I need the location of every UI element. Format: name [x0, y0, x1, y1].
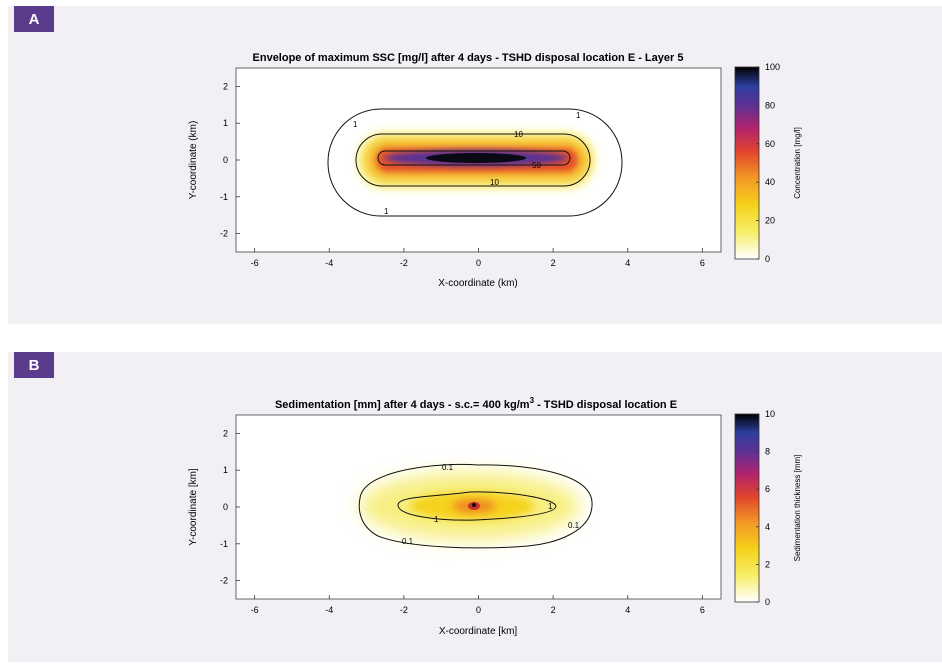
contour-label-1b: 1: [548, 502, 553, 511]
panel-label-b: B: [14, 352, 54, 378]
x-tick-label: -4: [325, 605, 333, 615]
concentration-field: [358, 133, 594, 188]
y-tick-label: 2: [223, 428, 228, 438]
colorbar-tick-label: 100: [765, 62, 780, 72]
x-tick-label: 4: [625, 605, 630, 615]
colorbar-tick-label: 8: [765, 447, 770, 457]
y-tick-label: 1: [223, 465, 228, 475]
contour-label-1a: 1: [353, 120, 358, 129]
contour-label-0.1c: 0.1: [568, 521, 580, 530]
title-superscript: 3: [530, 396, 535, 405]
sedimentation-chart: Sedimentation [mm] after 4 days - s.c.= …: [188, 396, 802, 637]
field-core: [426, 153, 526, 163]
x-tick-label: -4: [325, 258, 333, 268]
contour-label-0.1a: 0.1: [442, 463, 454, 472]
panel-label-a: A: [14, 6, 54, 32]
panel-b: B Sedimentation [mm] after 4 days - s.c.…: [8, 352, 942, 662]
contours: [327, 108, 623, 217]
contour-labels: 1 1 1 10 10 50: [353, 111, 581, 216]
x-tick-label: -6: [251, 605, 259, 615]
contour-label-10b: 10: [490, 178, 499, 187]
y-tick-label: 2: [223, 81, 228, 91]
y-tick-label: -2: [220, 576, 228, 586]
contour-label-50: 50: [532, 161, 541, 170]
y-axis-label: Y-coordinate [km]: [188, 468, 199, 546]
contour-label-0.1b: 0.1: [402, 537, 414, 546]
x-axis-label: X-coordinate [km]: [439, 626, 518, 637]
colorbar-tick-label: 60: [765, 139, 775, 149]
x-axis-ticks: -6 -4 -2 0 2 4 6: [251, 595, 705, 615]
x-tick-label: 6: [700, 605, 705, 615]
chart-title: Sedimentation [mm] after 4 days - s.c.= …: [275, 396, 677, 411]
x-tick-label: 2: [551, 258, 556, 268]
x-tick-label: 4: [625, 258, 630, 268]
colorbar-tick-label: 2: [765, 559, 770, 569]
x-axis-ticks: -6 -4 -2 0 2 4 6: [251, 248, 705, 268]
colorbar-ticks: 0 20 40 60 80 100: [756, 62, 780, 264]
contour-1: [397, 491, 557, 521]
colorbar-tick-label: 20: [765, 216, 775, 226]
contours: [358, 463, 593, 549]
title-main: Sedimentation [mm] after 4 days - s.c.= …: [275, 399, 530, 411]
x-axis-label: X-coordinate (km): [438, 278, 517, 289]
y-axis-ticks: -2 -1 0 1 2: [220, 428, 240, 586]
colorbar-tick-label: 4: [765, 522, 770, 532]
y-tick-label: 0: [223, 502, 228, 512]
y-tick-label: 0: [223, 155, 228, 165]
contour-1: [327, 108, 623, 217]
colorbar-tick-label: 0: [765, 597, 770, 607]
contour-0.1: [358, 463, 593, 549]
x-tick-label: 6: [700, 258, 705, 268]
x-tick-label: 2: [551, 605, 556, 615]
contour-labels: 0.1 0.1 0.1 1 1: [402, 463, 580, 546]
colorbar-tick-label: 6: [765, 484, 770, 494]
chart-title: Envelope of maximum SSC [mg/l] after 4 d…: [253, 52, 684, 64]
colorbar: 0 2 4 6 8 10 Sedimentation thickness [mm]: [734, 409, 802, 607]
colorbar-label: Sedimentation thickness [mm]: [793, 455, 802, 562]
y-tick-label: -1: [220, 539, 228, 549]
ssc-envelope-chart: Envelope of maximum SSC [mg/l] after 4 d…: [188, 52, 802, 289]
y-tick-label: 1: [223, 118, 228, 128]
colorbar-gradient: [734, 413, 760, 603]
contour-label-1a: 1: [434, 515, 439, 524]
x-tick-label: -6: [251, 258, 259, 268]
y-tick-label: -1: [220, 192, 228, 202]
y-axis-label: Y-coordinate (km): [188, 121, 199, 200]
x-tick-label: 0: [476, 258, 481, 268]
colorbar-gradient: [734, 66, 760, 260]
colorbar-tick-label: 40: [765, 177, 775, 187]
plot-area: 1 1 1 10 10 50: [235, 67, 722, 253]
colorbar-tick-label: 0: [765, 254, 770, 264]
field-core: [471, 502, 477, 508]
contour-10: [355, 133, 591, 187]
contour-50: [377, 150, 571, 166]
contour-label-10a: 10: [514, 130, 523, 139]
x-tick-label: -2: [400, 258, 408, 268]
plot-area: 0.1 0.1 0.1 1 1: [235, 414, 722, 600]
contour-label-1b: 1: [576, 111, 581, 120]
x-tick-label: -2: [400, 605, 408, 615]
contour-label-1c: 1: [384, 207, 389, 216]
colorbar-tick-label: 80: [765, 100, 775, 110]
panel-a: A: [8, 6, 942, 324]
y-tick-label: -2: [220, 229, 228, 239]
x-tick-label: 0: [476, 605, 481, 615]
colorbar-tick-label: 10: [765, 409, 775, 419]
colorbar: 0 20 40 60 80 100 Concentration [mg/l]: [734, 62, 802, 264]
colorbar-ticks: 0 2 4 6 8 10: [756, 409, 775, 607]
colorbar-label: Concentration [mg/l]: [793, 127, 802, 199]
sedimentation-field: [360, 472, 580, 540]
title-tail: - TSHD disposal location E: [534, 399, 677, 411]
y-axis-ticks: -2 -1 0 1 2: [220, 81, 240, 239]
